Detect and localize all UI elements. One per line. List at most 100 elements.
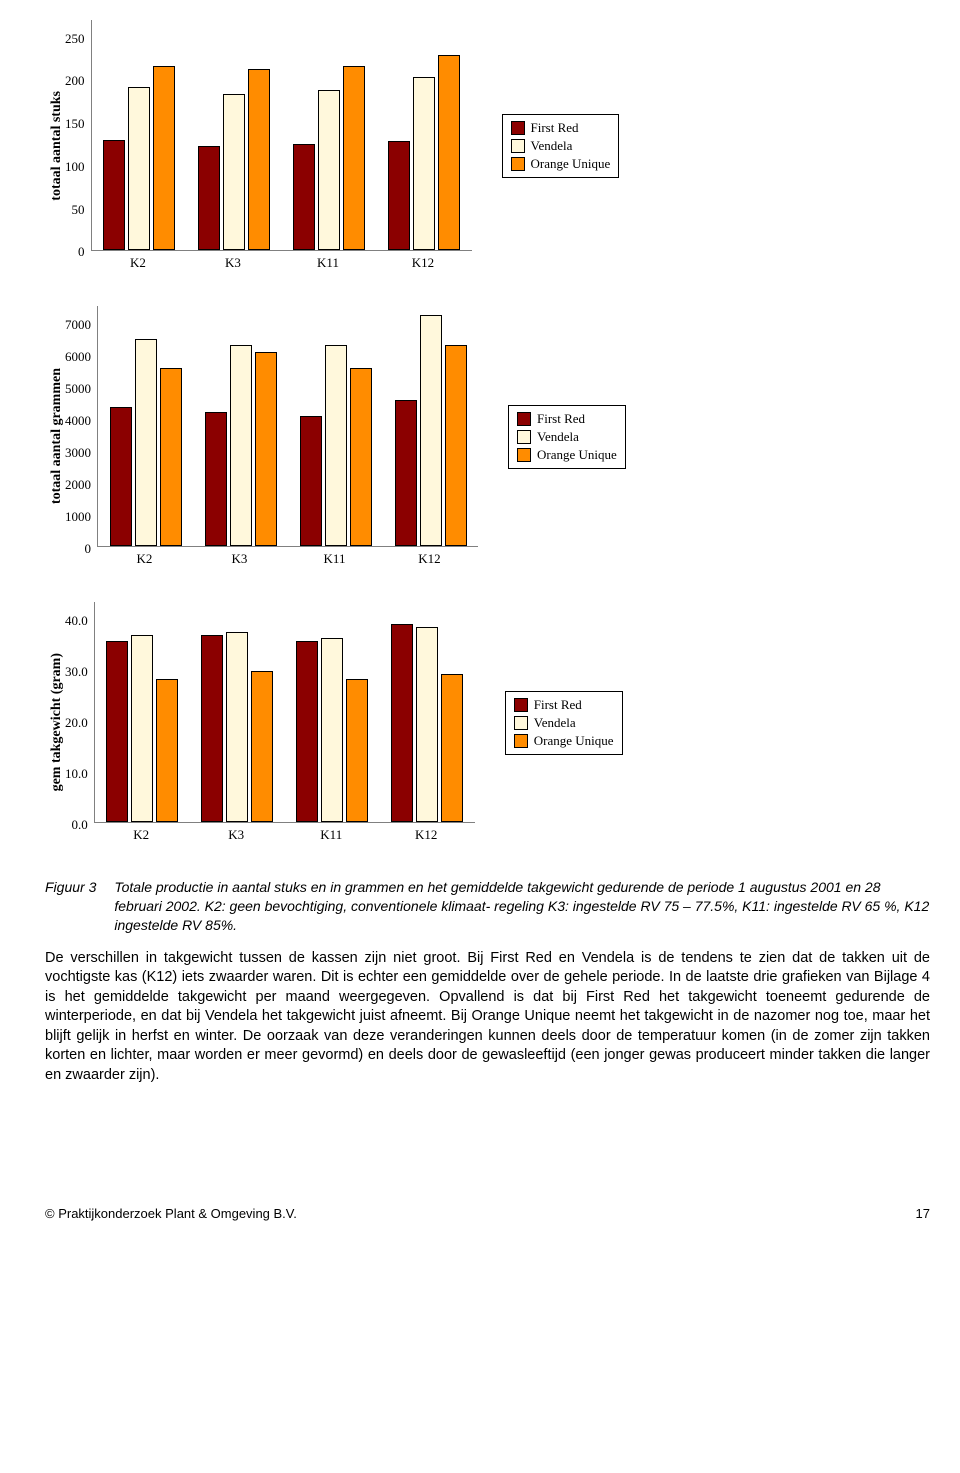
bar-orange_unique (438, 55, 460, 250)
y-axis-ticks: 250200150100500 (65, 31, 91, 261)
x-tick: K2 (97, 551, 192, 567)
y-tick: 0 (85, 541, 92, 557)
bar-orange_unique (343, 66, 365, 250)
legend-label: First Red (537, 411, 585, 427)
x-tick: K3 (186, 255, 281, 271)
y-axis-ticks: 40.030.020.010.00.0 (65, 613, 94, 833)
bar-vendela (325, 345, 347, 546)
y-tick: 2000 (65, 477, 91, 493)
chart-takgewicht: gem takgewicht (gram) 40.030.020.010.00.… (45, 602, 930, 843)
legend-label: Vendela (534, 715, 576, 731)
x-tick: K2 (94, 827, 189, 843)
y-tick: 5000 (65, 381, 91, 397)
bar-group (285, 638, 380, 822)
chart-grammen: totaal aantal grammen 7000 6000 5000 4000 30… (45, 306, 930, 567)
legend-item: First Red (511, 119, 611, 137)
legend-label: Orange Unique (531, 156, 611, 172)
bar-group (193, 345, 288, 546)
y-tick: 1000 (65, 509, 91, 525)
bar-orange_unique (441, 674, 463, 823)
y-tick: 7000 (65, 317, 91, 333)
bar-vendela (135, 339, 157, 546)
bar-group (98, 339, 193, 546)
y-tick: 40.0 (65, 613, 88, 629)
bar-first_red (110, 407, 132, 546)
y-tick: 3000 (65, 445, 91, 461)
bar-group (377, 55, 472, 250)
bar-first_red (106, 641, 128, 823)
bar-first_red (300, 416, 322, 546)
legend-label: Vendela (531, 138, 573, 154)
bar-first_red (198, 146, 220, 250)
legend-label: Vendela (537, 429, 579, 445)
chart-stuks: totaal aantal stuks 250200150100500 K2K3… (45, 20, 930, 271)
bar-first_red (293, 144, 315, 250)
legend-item: Vendela (514, 714, 614, 732)
y-tick: 0 (78, 244, 85, 260)
y-axis-title: totaal aantal stuks (45, 91, 65, 201)
x-tick: K2 (91, 255, 186, 271)
plot-area (94, 602, 475, 823)
bar-vendela (318, 90, 340, 250)
legend-item: Vendela (511, 137, 611, 155)
bar-group (383, 315, 478, 546)
bar-orange_unique (156, 679, 178, 822)
bar-group (187, 69, 282, 250)
footer-page-number: 17 (916, 1206, 930, 1221)
bar-orange_unique (350, 368, 372, 546)
y-tick: 4000 (65, 413, 91, 429)
y-axis-title: gem takgewicht (gram) (45, 653, 65, 791)
bar-orange_unique (445, 345, 467, 546)
x-tick: K12 (379, 827, 474, 843)
bar-group (92, 66, 187, 250)
x-tick: K11 (287, 551, 382, 567)
y-tick: 10.0 (65, 766, 88, 782)
bar-vendela (128, 87, 150, 250)
x-tick: K3 (189, 827, 284, 843)
y-tick: 250 (65, 31, 85, 47)
y-tick: 50 (72, 202, 85, 218)
y-tick: 6000 (65, 349, 91, 365)
bar-first_red (205, 412, 227, 546)
x-tick: K11 (281, 255, 376, 271)
x-axis-labels: K2K3K11K12 (91, 251, 471, 271)
x-axis-labels: K2K3K11K12 (97, 547, 477, 567)
bar-first_red (391, 624, 413, 822)
bar-vendela (413, 77, 435, 250)
plot-area (91, 20, 472, 251)
legend-item: First Red (517, 410, 617, 428)
bar-first_red (395, 400, 417, 546)
footer-copyright: © Praktijkonderzoek Plant & Omgeving B.V… (45, 1206, 297, 1221)
y-axis-title: totaal aantal grammen (45, 368, 65, 504)
bar-group (282, 66, 377, 250)
plot-area (97, 306, 478, 547)
bar-orange_unique (346, 679, 368, 822)
y-tick: 0.0 (72, 817, 88, 833)
y-tick: 200 (65, 73, 85, 89)
chart-legend: First Red Vendela Orange Unique (505, 691, 623, 755)
bar-vendela (230, 345, 252, 546)
bar-orange_unique (153, 66, 175, 250)
legend-label: First Red (534, 697, 582, 713)
figure-caption: Figuur 3 Totale productie in aantal stuk… (45, 878, 930, 935)
bar-orange_unique (248, 69, 270, 250)
bar-orange_unique (255, 352, 277, 546)
legend-label: First Red (531, 120, 579, 136)
page-footer: © Praktijkonderzoek Plant & Omgeving B.V… (45, 1206, 930, 1221)
body-paragraph: De verschillen in takgewicht tussen de k… (45, 949, 930, 1086)
legend-label: Orange Unique (534, 733, 614, 749)
legend-item: Orange Unique (514, 732, 614, 750)
bar-first_red (388, 141, 410, 250)
x-tick: K11 (284, 827, 379, 843)
y-tick: 20.0 (65, 715, 88, 731)
bar-orange_unique (251, 671, 273, 822)
bar-vendela (226, 632, 248, 822)
chart-legend: First Red Vendela Orange Unique (508, 405, 626, 469)
bar-vendela (131, 635, 153, 822)
bar-first_red (296, 641, 318, 823)
legend-item: First Red (514, 696, 614, 714)
bar-group (95, 635, 190, 822)
bar-first_red (103, 140, 125, 250)
bar-group (190, 632, 285, 822)
bar-vendela (420, 315, 442, 546)
